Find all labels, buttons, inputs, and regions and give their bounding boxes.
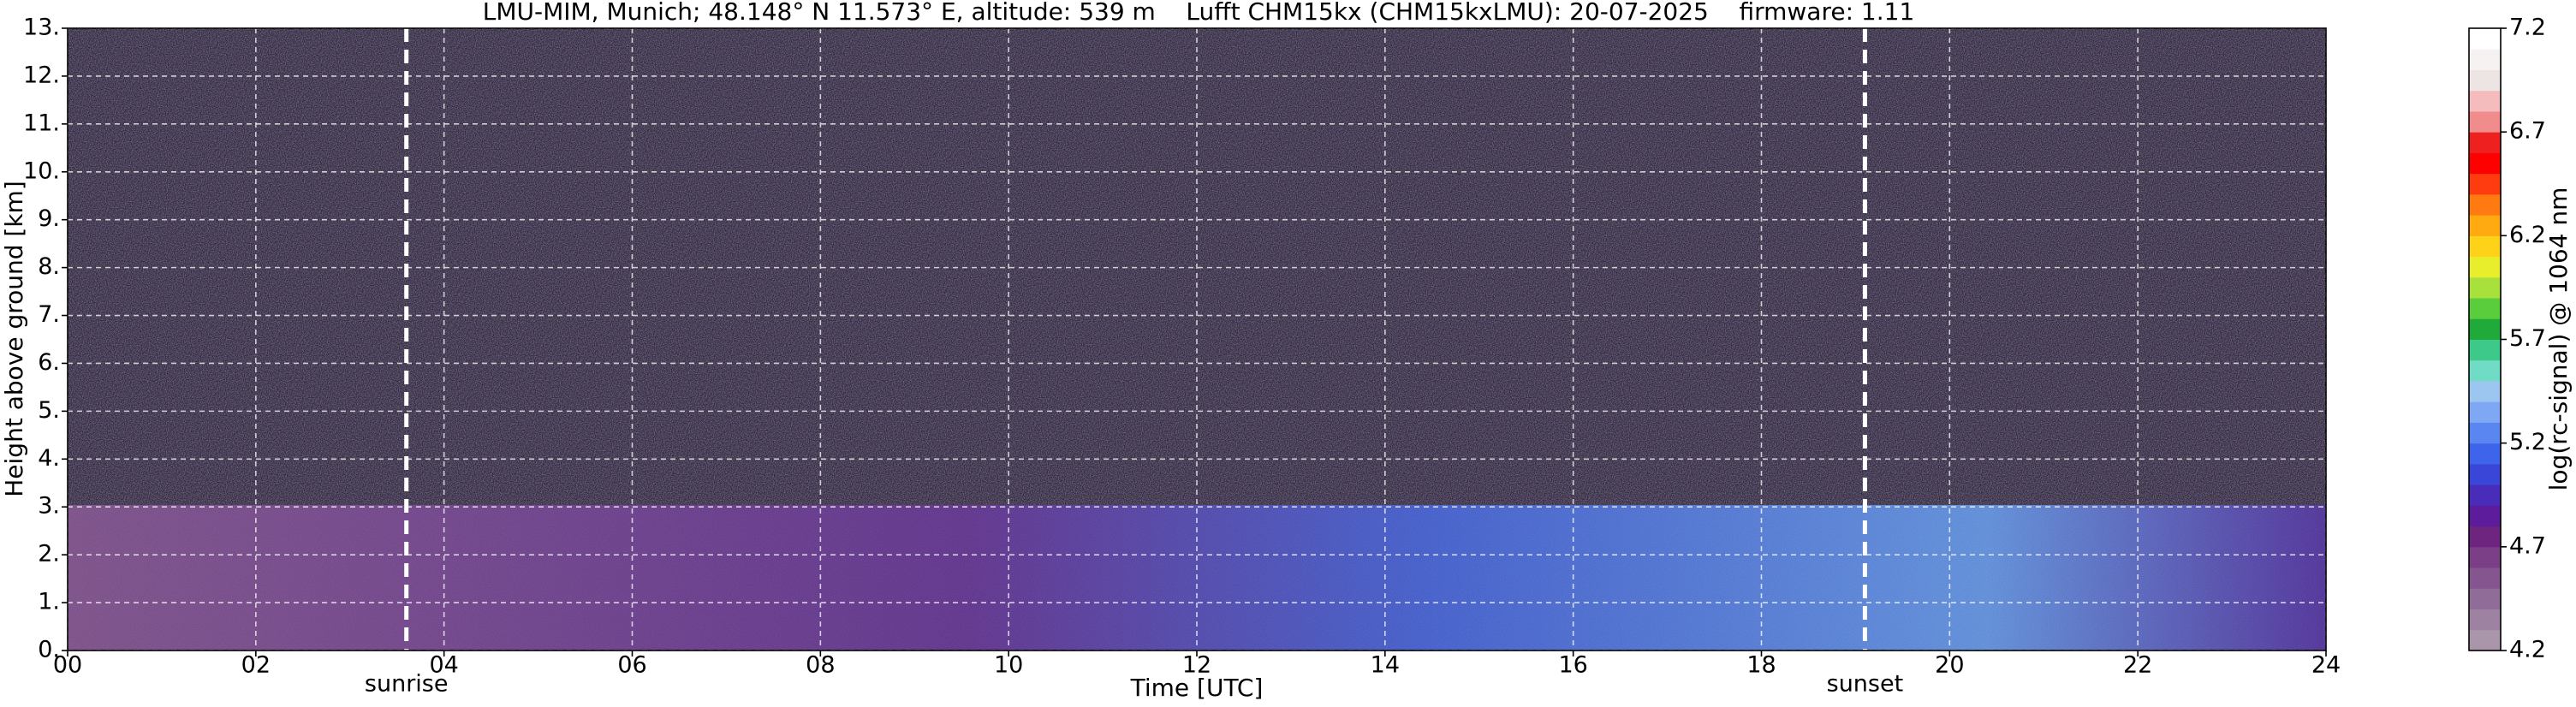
x-tick-label: 24 [2311, 652, 2341, 679]
colorbar-segment [2469, 276, 2501, 299]
colorbar-segment [2469, 484, 2501, 506]
y-tick-label: 8. [38, 253, 60, 280]
y-axis-label: Height above ground [km] [0, 181, 28, 497]
colorbar-segment [2469, 422, 2501, 444]
colorbar-segment [2469, 215, 2501, 236]
colorbar-segment [2469, 69, 2501, 92]
y-tick-label: 0. [38, 637, 60, 663]
y-tick-label: 12. [23, 62, 60, 88]
plot-frame [67, 27, 2327, 651]
colorbar-segment [2469, 609, 2501, 631]
colorbar-segment [2469, 318, 2501, 340]
colorbar-segment [2469, 401, 2501, 423]
annotation-label: sunset [1827, 671, 1904, 698]
colorbar-segment [2469, 526, 2501, 548]
colorbar-segment [2469, 298, 2501, 319]
y-tick-label: 1. [38, 589, 60, 615]
x-tick-label: 18 [1746, 652, 1776, 679]
x-tick-label: 04 [429, 652, 458, 679]
colorbar-segment [2469, 629, 2501, 651]
annotation-label: sunrise [365, 671, 449, 698]
x-tick-label: 12 [1182, 652, 1211, 679]
colorbar-tick-label: 5.2 [2509, 429, 2546, 455]
colorbar-segment [2469, 193, 2501, 216]
x-tick-label: 14 [1371, 652, 1400, 679]
colorbar-segment [2469, 588, 2501, 610]
y-tick-label: 2. [38, 541, 60, 567]
x-tick-label: 16 [1558, 652, 1587, 679]
x-tick-label: 10 [994, 652, 1023, 679]
colorbar-segment [2469, 359, 2501, 382]
colorbar-segment [2469, 256, 2501, 278]
colorbar-segment [2469, 443, 2501, 465]
y-tick-label: 6. [38, 349, 60, 376]
colorbar-segment [2469, 49, 2501, 70]
y-tick-label: 9. [38, 205, 60, 232]
colorbar-tick-label: 6.2 [2509, 222, 2546, 248]
colorbar-segment [2469, 463, 2501, 485]
x-tick-label: 08 [806, 652, 835, 679]
colorbar-tick-label: 5.7 [2509, 325, 2546, 352]
colorbar-segment [2469, 380, 2501, 402]
colorbar-segment [2469, 567, 2501, 589]
y-tick-label: 10. [23, 157, 60, 184]
colorbar-segment [2469, 339, 2501, 361]
colorbar-segment [2469, 110, 2501, 133]
colorbar-tick-label: 7.2 [2509, 15, 2546, 41]
colorbar-tick-label: 4.2 [2509, 637, 2546, 663]
y-tick-label: 7. [38, 301, 60, 328]
colorbar-segment [2469, 132, 2501, 153]
x-tick-label: 06 [617, 652, 646, 679]
x-tick-label: 00 [53, 652, 82, 679]
y-tick-label: 3. [38, 493, 60, 520]
colorbar-segment [2469, 546, 2501, 568]
colorbar-segment [2469, 152, 2501, 175]
y-tick-label: 5. [38, 397, 60, 424]
colorbar-segment [2469, 90, 2501, 112]
x-tick-label: 22 [2123, 652, 2152, 679]
y-tick-label: 13. [23, 15, 60, 41]
colorbar-segment [2469, 28, 2501, 50]
chart-title: LMU-MIM, Munich; 48.148° N 11.573° E, al… [483, 0, 1915, 26]
x-tick-label: 02 [241, 652, 271, 679]
x-tick-label: 20 [1935, 652, 1964, 679]
x-axis-label: Time [UTC] [1130, 674, 1264, 702]
y-tick-label: 4. [38, 445, 60, 472]
colorbar-label: log(rc-signal) @ 1064 nm [2544, 187, 2573, 491]
colorbar-tick-label: 4.7 [2509, 532, 2546, 559]
colorbar-segment [2469, 173, 2501, 195]
colorbar-segment [2469, 505, 2501, 527]
y-tick-label: 11. [23, 110, 60, 136]
colorbar-segment [2469, 235, 2501, 258]
colorbar-tick-label: 6.7 [2509, 118, 2546, 145]
